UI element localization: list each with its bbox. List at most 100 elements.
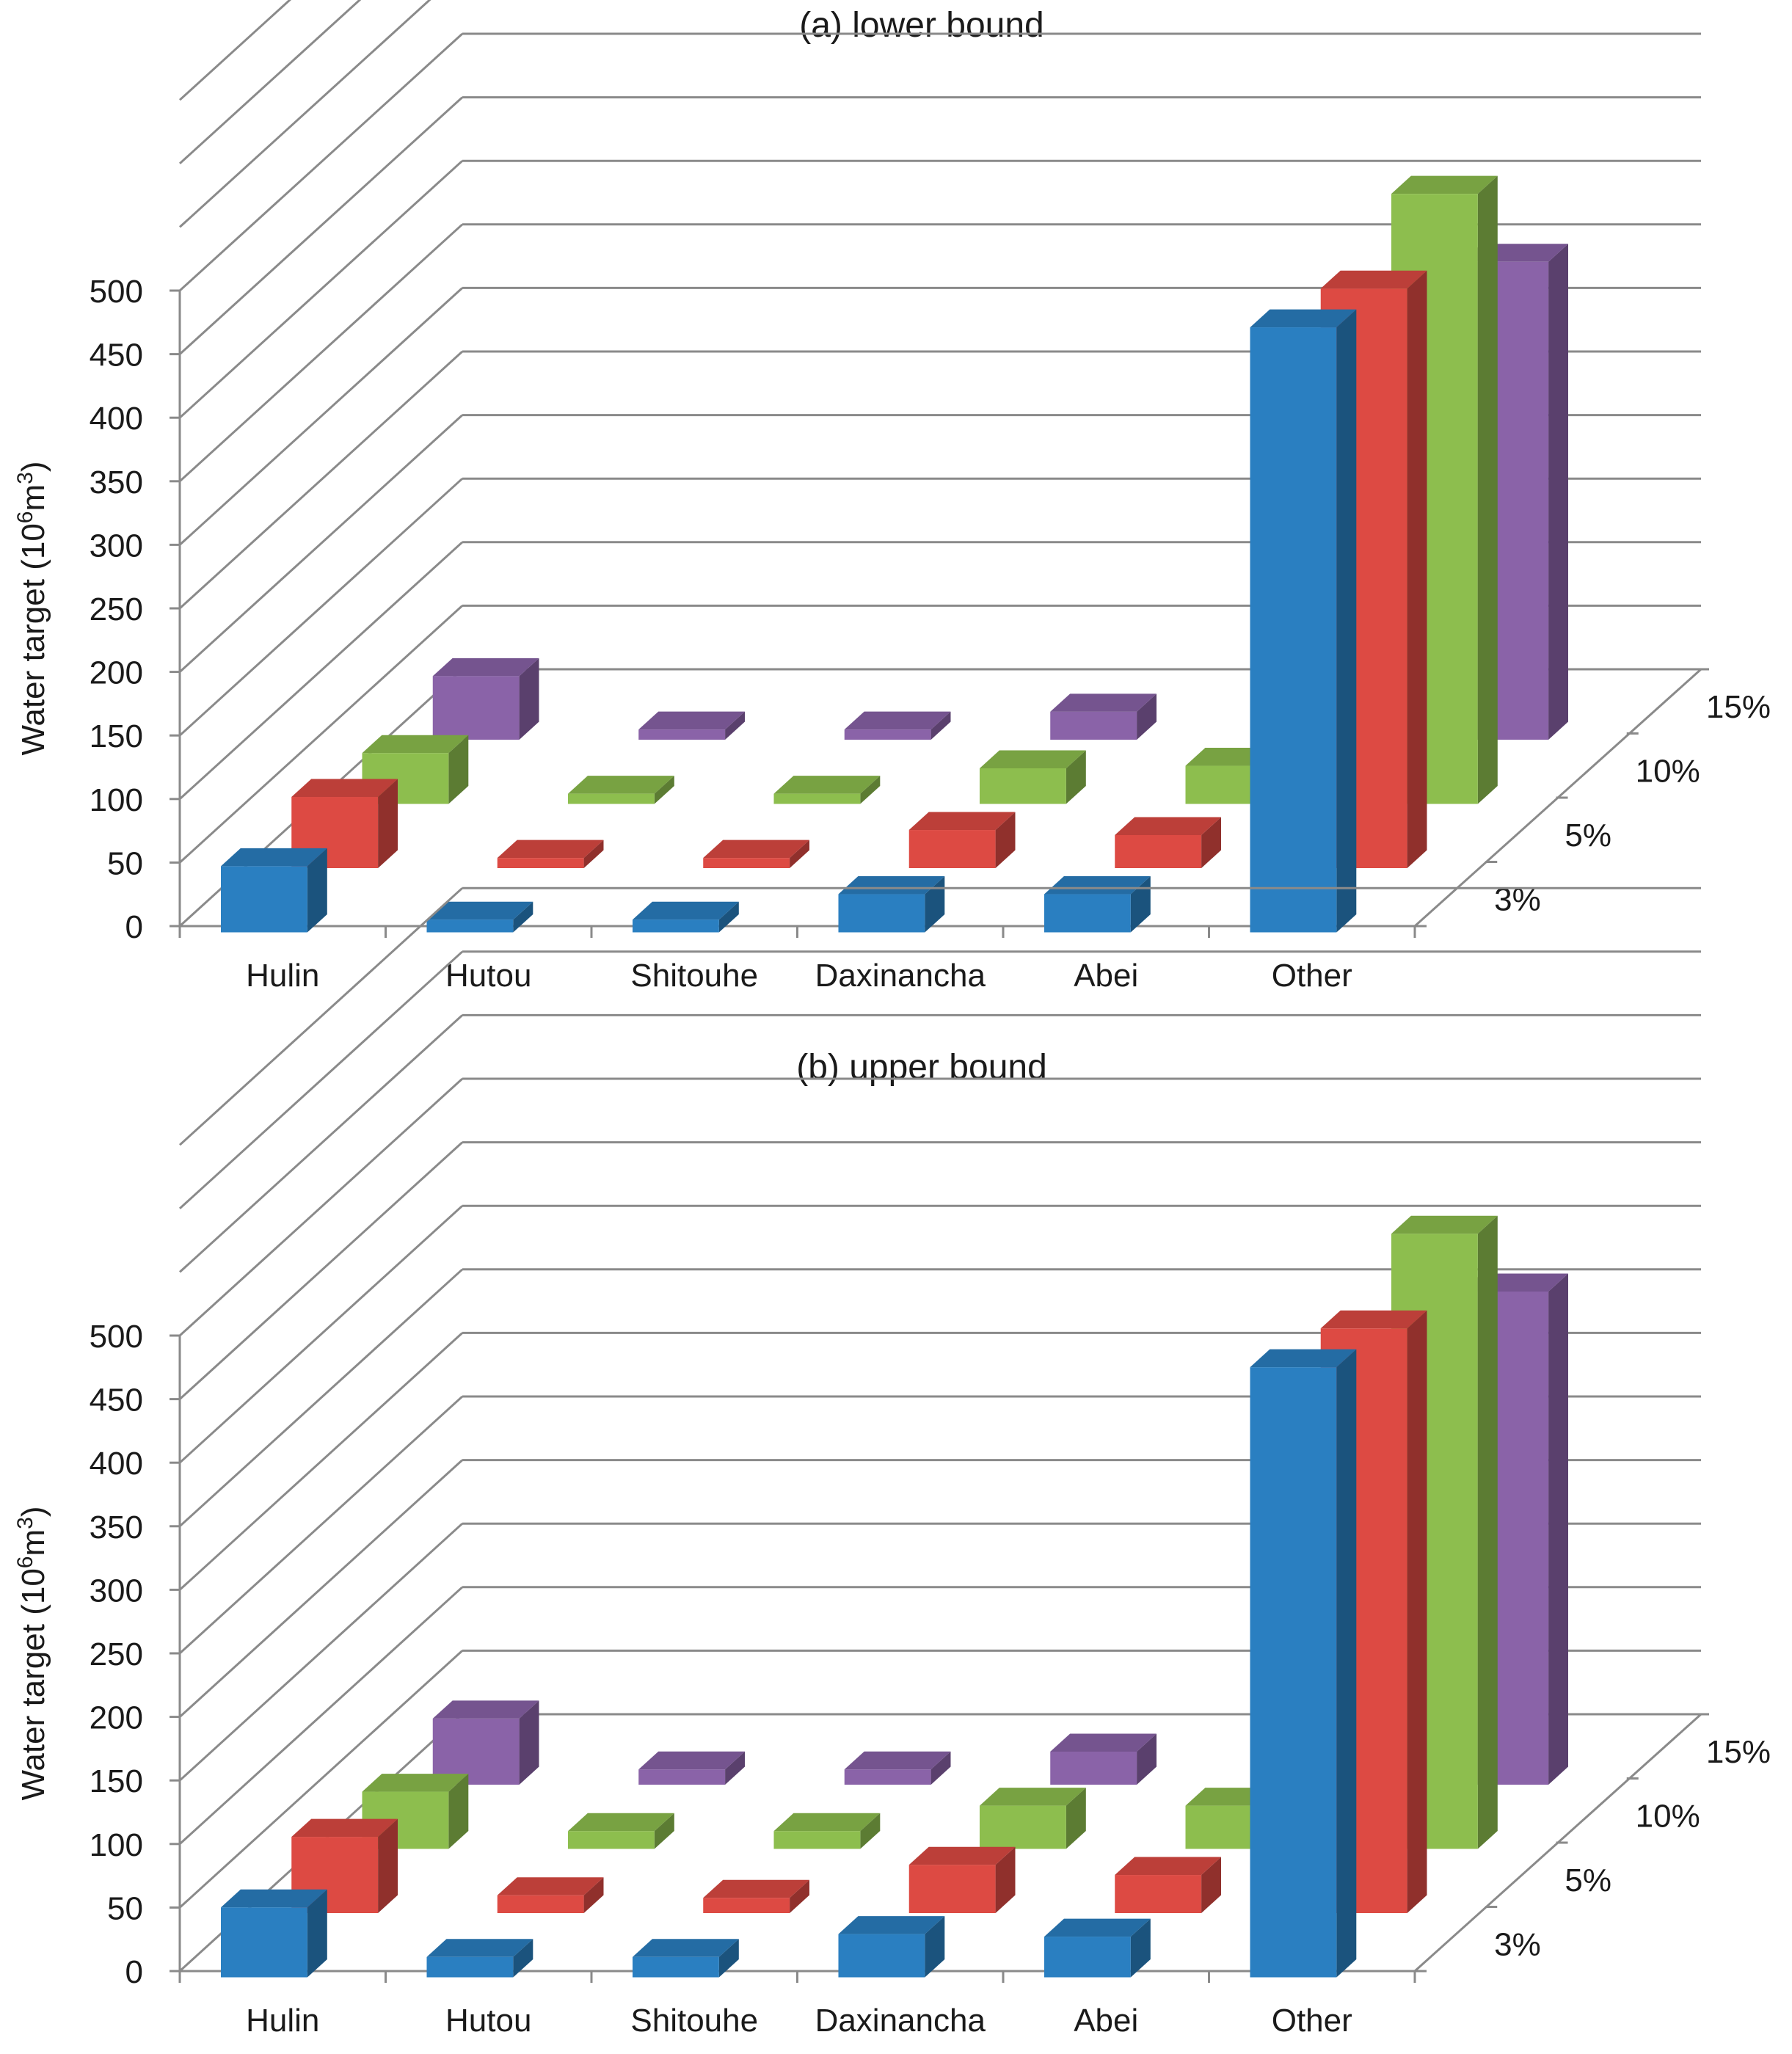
series-label-10pct: 10% <box>1636 753 1700 789</box>
bar-top <box>1044 1918 1151 1937</box>
bar-side <box>378 779 398 868</box>
bar-shitouhe-3pct <box>632 1939 739 1978</box>
category-label-abei: Abei <box>1074 958 1138 994</box>
x-category-labels: Hulin Hutou Shitouhe Daxinancha Abei Other <box>178 926 1416 994</box>
bar-side <box>1407 270 1427 868</box>
bar-side <box>1548 1273 1568 1785</box>
bar-hutou-5pct <box>497 1877 604 1913</box>
bar-side <box>1477 1215 1498 1849</box>
bar-top <box>362 735 469 754</box>
bar-side <box>860 1813 881 1849</box>
bar-side <box>1066 750 1086 804</box>
bar-other-3pct <box>1250 1349 1357 1978</box>
bar-side <box>995 1846 1016 1913</box>
y-tick-label: 0 <box>125 909 143 945</box>
bar-shitouhe-5pct <box>703 840 809 868</box>
bar-side <box>1407 1310 1427 1913</box>
bar-front <box>1115 834 1202 868</box>
bar-side <box>583 840 604 868</box>
bar-front <box>1115 1875 1202 1913</box>
bar-front <box>426 919 514 933</box>
bar-side <box>1130 876 1151 933</box>
y-tick-label: 150 <box>90 718 143 754</box>
series-label-3pct: 3% <box>1494 881 1541 917</box>
y-tick-label: 200 <box>90 1700 143 1736</box>
gridline-side <box>178 223 464 482</box>
bar-side <box>718 1939 739 1978</box>
y-tick-label: 500 <box>90 274 143 310</box>
series-label-10pct: 10% <box>1636 1798 1700 1834</box>
bar-top <box>362 1774 469 1792</box>
bar-abei-5pct <box>1115 817 1221 868</box>
gridline-side <box>178 0 431 228</box>
gridline-side <box>178 414 464 673</box>
x-category-labels: Hulin Hutou Shitouhe Daxinancha Abei Other <box>178 1971 1416 2039</box>
bar-side <box>925 1916 945 1978</box>
bars <box>220 1215 1568 1978</box>
gridline-side <box>178 541 464 800</box>
y-tick-label: 100 <box>90 1827 143 1863</box>
bar-side <box>513 901 533 933</box>
category-label-other: Other <box>1272 2003 1352 2039</box>
y-tick-labels: 0 50 100 150 200 250 300 350 400 450 500 <box>90 1319 180 1990</box>
bar-shitouhe-3pct <box>632 901 739 933</box>
gridline-side <box>178 950 464 1209</box>
series-label-15pct: 15% <box>1706 689 1771 725</box>
y-tick-label: 350 <box>90 465 143 500</box>
bar-side <box>1336 1349 1357 1978</box>
bar-daxinancha-3pct <box>838 876 945 933</box>
bar-front <box>567 793 655 804</box>
bar-hutou-15pct <box>638 1751 745 1785</box>
gridline-side <box>178 1586 464 1845</box>
bar-top <box>497 1877 604 1895</box>
gridline-side <box>178 1268 464 1527</box>
bar-front <box>773 1831 861 1849</box>
bar-top <box>426 901 533 920</box>
y-tick-label: 400 <box>90 1446 143 1482</box>
bar-side <box>519 658 539 740</box>
bar-top <box>838 876 945 895</box>
bar-top <box>633 1939 739 1957</box>
bar-daxinancha-15pct <box>1050 693 1157 740</box>
bar-hulin-5pct <box>291 1818 398 1913</box>
bar-front <box>638 729 726 740</box>
bar-daxinancha-15pct <box>1050 1733 1157 1785</box>
gridline-side <box>178 605 464 864</box>
bar-abei-5pct <box>1115 1857 1221 1913</box>
bar-top <box>1391 1215 1498 1234</box>
bar-front <box>497 1895 584 1913</box>
bar-side <box>725 711 745 740</box>
bar-top <box>703 840 809 859</box>
series-label-15pct: 15% <box>1706 1734 1771 1770</box>
bar-front <box>638 1769 726 1785</box>
gridline-side <box>178 287 464 546</box>
bar-daxinancha-3pct <box>838 1916 945 1978</box>
gridline-side <box>178 478 464 737</box>
bar-side <box>1137 1733 1157 1785</box>
y-tick-label: 150 <box>90 1763 143 1799</box>
bar-hutou-5pct <box>497 840 604 868</box>
gridline-side <box>178 350 464 610</box>
bar-side <box>790 1879 809 1913</box>
bar-front <box>497 858 584 868</box>
bar-side <box>925 876 945 933</box>
y-tick-label: 0 <box>125 1954 143 1990</box>
bar-top <box>980 750 1086 768</box>
bar-front <box>220 866 307 933</box>
bar-hutou-15pct <box>638 711 745 740</box>
y-axis-label: Water target (106m3) <box>13 462 51 756</box>
bar-top <box>432 658 539 677</box>
bar-top <box>633 901 739 920</box>
bar-top <box>1115 817 1221 835</box>
bar-front <box>1043 1937 1131 1978</box>
bar-side <box>307 1889 327 1978</box>
gridline-side <box>178 1523 464 1782</box>
gridline-side <box>178 1395 464 1655</box>
series-depth-labels: 3% 5% 10%15% <box>1415 1713 1771 1973</box>
bar-hutou-10pct <box>567 776 674 804</box>
bar-top <box>568 776 674 794</box>
y-tick-label: 250 <box>90 1636 143 1672</box>
bar-front <box>632 1956 719 1978</box>
bar-hutou-3pct <box>426 901 533 933</box>
bar-daxinancha-10pct <box>979 1788 1086 1849</box>
